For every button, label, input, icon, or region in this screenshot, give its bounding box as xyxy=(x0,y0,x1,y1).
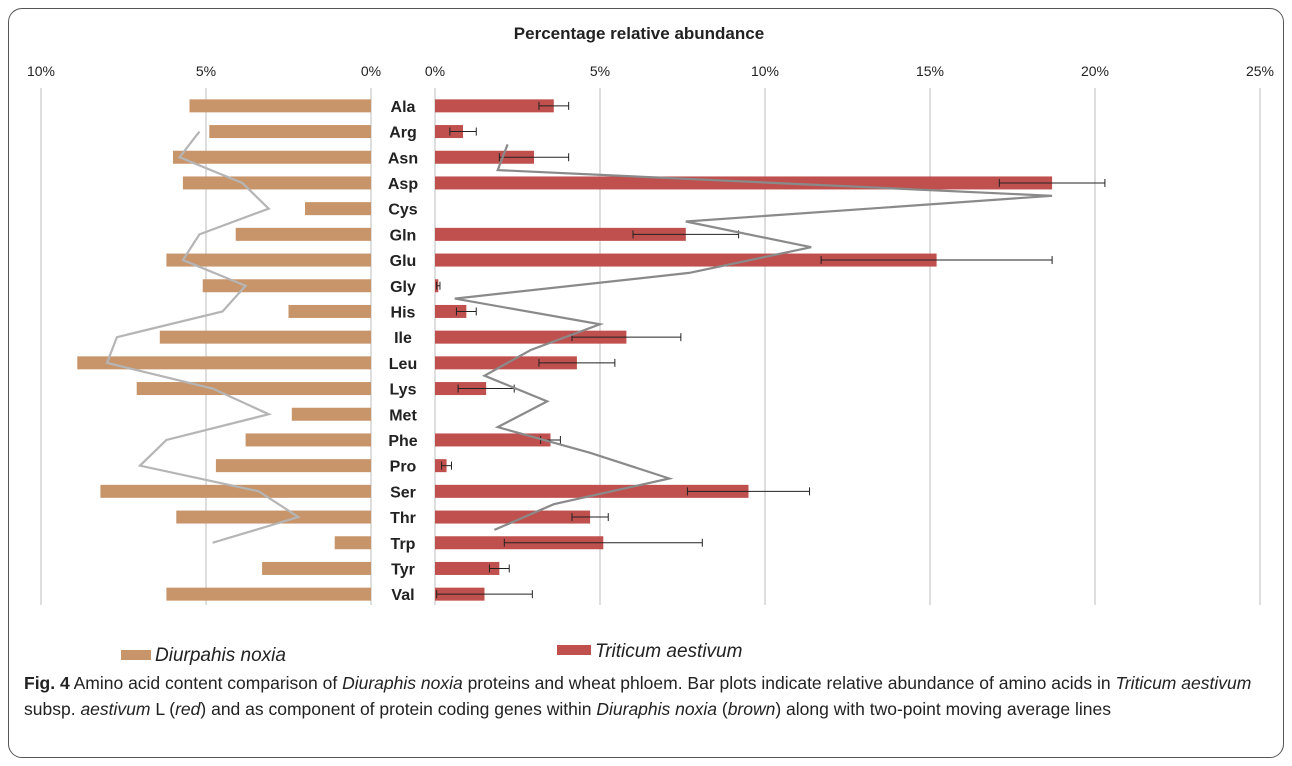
caption-species-1: Diuraphis noxia xyxy=(342,673,463,693)
caption-text-4: subsp. xyxy=(24,699,81,719)
category-label: Gln xyxy=(390,227,417,244)
category-label: Thr xyxy=(390,510,416,527)
left-bar xyxy=(77,356,372,370)
caption-species-9: Diuraphis noxia xyxy=(596,699,717,719)
right-bar xyxy=(435,484,749,498)
category-labels: Ala Arg Asn Asp Cys Gln Glu Gly His Ile Leu Lys Met P… xyxy=(388,99,418,604)
right-axis-ticks: 0% 5% 10% 15% 20% 25% xyxy=(425,63,1274,79)
legend-swatch-left xyxy=(121,650,151,660)
category-label: Ile xyxy=(394,330,412,347)
moving-average-lines xyxy=(105,130,1053,544)
category-label: Gly xyxy=(390,279,416,296)
right-bar xyxy=(435,227,686,241)
right-gridlines xyxy=(434,88,1261,605)
right-tick-label: 10% xyxy=(751,63,779,79)
right-tick-label: 15% xyxy=(916,63,944,79)
right-bar xyxy=(435,459,447,473)
caption-text-2: proteins and wheat phloem. Bar plots ind… xyxy=(462,673,1116,693)
left-tick-label: 0% xyxy=(361,63,381,79)
legend-label-left: Diurpahis noxia xyxy=(155,645,286,666)
category-label: Trp xyxy=(391,536,416,553)
left-tick-label: 5% xyxy=(196,63,216,79)
right-bar xyxy=(435,150,534,164)
caption-text-10: ( xyxy=(716,699,728,719)
left-bar xyxy=(209,125,371,139)
left-bar xyxy=(262,561,371,575)
caption-text-6: L ( xyxy=(150,699,176,719)
right-bar xyxy=(435,433,551,447)
figure-frame: Percentage relative abundance 10% 5% 0% 0%… xyxy=(8,8,1284,758)
caption-label: Fig. 4 xyxy=(24,673,70,693)
category-label: Val xyxy=(391,587,414,604)
left-bar xyxy=(100,484,372,498)
category-label: Tyr xyxy=(391,561,415,578)
left-bar xyxy=(189,99,371,113)
left-bar xyxy=(305,202,371,216)
category-label: Met xyxy=(389,407,417,424)
left-bar xyxy=(166,253,371,267)
caption-color-11: brown xyxy=(727,699,776,719)
left-bar xyxy=(159,330,371,344)
category-label: Phe xyxy=(388,433,417,450)
category-label: Pro xyxy=(390,459,417,476)
right-bar xyxy=(435,253,937,267)
category-label: Asn xyxy=(388,150,418,167)
category-label: Ser xyxy=(390,484,416,501)
right-bar xyxy=(435,330,627,344)
left-bar xyxy=(288,304,371,318)
figure-caption: Fig. 4 Amino acid content comparison of … xyxy=(24,670,1274,722)
legend-swatch-right xyxy=(557,645,591,655)
category-label: Ala xyxy=(391,99,416,116)
category-label: Leu xyxy=(389,356,417,373)
left-axis-ticks: 10% 5% 0% xyxy=(27,63,381,79)
left-bar xyxy=(166,587,371,601)
legend-label-right: Triticum aestivum xyxy=(595,641,742,662)
right-tick-label: 20% xyxy=(1081,63,1109,79)
right-bar xyxy=(435,510,591,524)
right-tick-label: 0% xyxy=(425,63,445,79)
chart: Percentage relative abundance 10% 5% 0% 0%… xyxy=(27,24,1274,666)
caption-color-7: red xyxy=(175,699,201,719)
caption-subspecies-5: aestivum xyxy=(80,699,151,719)
caption-text-12: ) along with two-point moving average li… xyxy=(775,699,1111,719)
right-bar xyxy=(435,176,1053,190)
right-bar xyxy=(435,99,554,113)
legend: Diurpahis noxia Triticum aestivum xyxy=(121,641,742,666)
chart-title: Percentage relative abundance xyxy=(514,24,764,43)
category-label: Asp xyxy=(388,176,418,193)
left-bar xyxy=(334,536,371,550)
left-bars xyxy=(77,99,372,601)
right-moving-average-line xyxy=(454,144,1053,531)
left-gridlines xyxy=(40,88,372,605)
left-bar xyxy=(291,407,371,421)
left-bar xyxy=(173,150,371,164)
left-bar xyxy=(235,227,371,241)
caption-text-8: ) and as component of protein coding gen… xyxy=(200,699,597,719)
category-label: Glu xyxy=(390,253,417,270)
left-bar xyxy=(215,459,371,473)
right-tick-label: 25% xyxy=(1246,63,1274,79)
left-bar xyxy=(176,510,371,524)
left-bar xyxy=(182,176,371,190)
category-label: Lys xyxy=(390,382,417,399)
right-bar xyxy=(435,561,500,575)
right-bar xyxy=(435,125,464,139)
left-moving-average-line xyxy=(105,130,301,544)
error-bars xyxy=(436,101,1106,599)
caption-species-3: Triticum aestivum xyxy=(1115,673,1252,693)
left-tick-label: 10% xyxy=(27,63,55,79)
category-label: His xyxy=(391,304,416,321)
right-bars xyxy=(435,99,1053,601)
caption-text-0: Amino acid content comparison of xyxy=(69,673,343,693)
category-label: Arg xyxy=(389,125,417,142)
left-bar xyxy=(136,382,371,396)
right-bar xyxy=(435,304,467,318)
category-label: Cys xyxy=(388,202,417,219)
right-tick-label: 5% xyxy=(590,63,610,79)
left-bar xyxy=(202,279,371,293)
left-bar xyxy=(245,433,371,447)
